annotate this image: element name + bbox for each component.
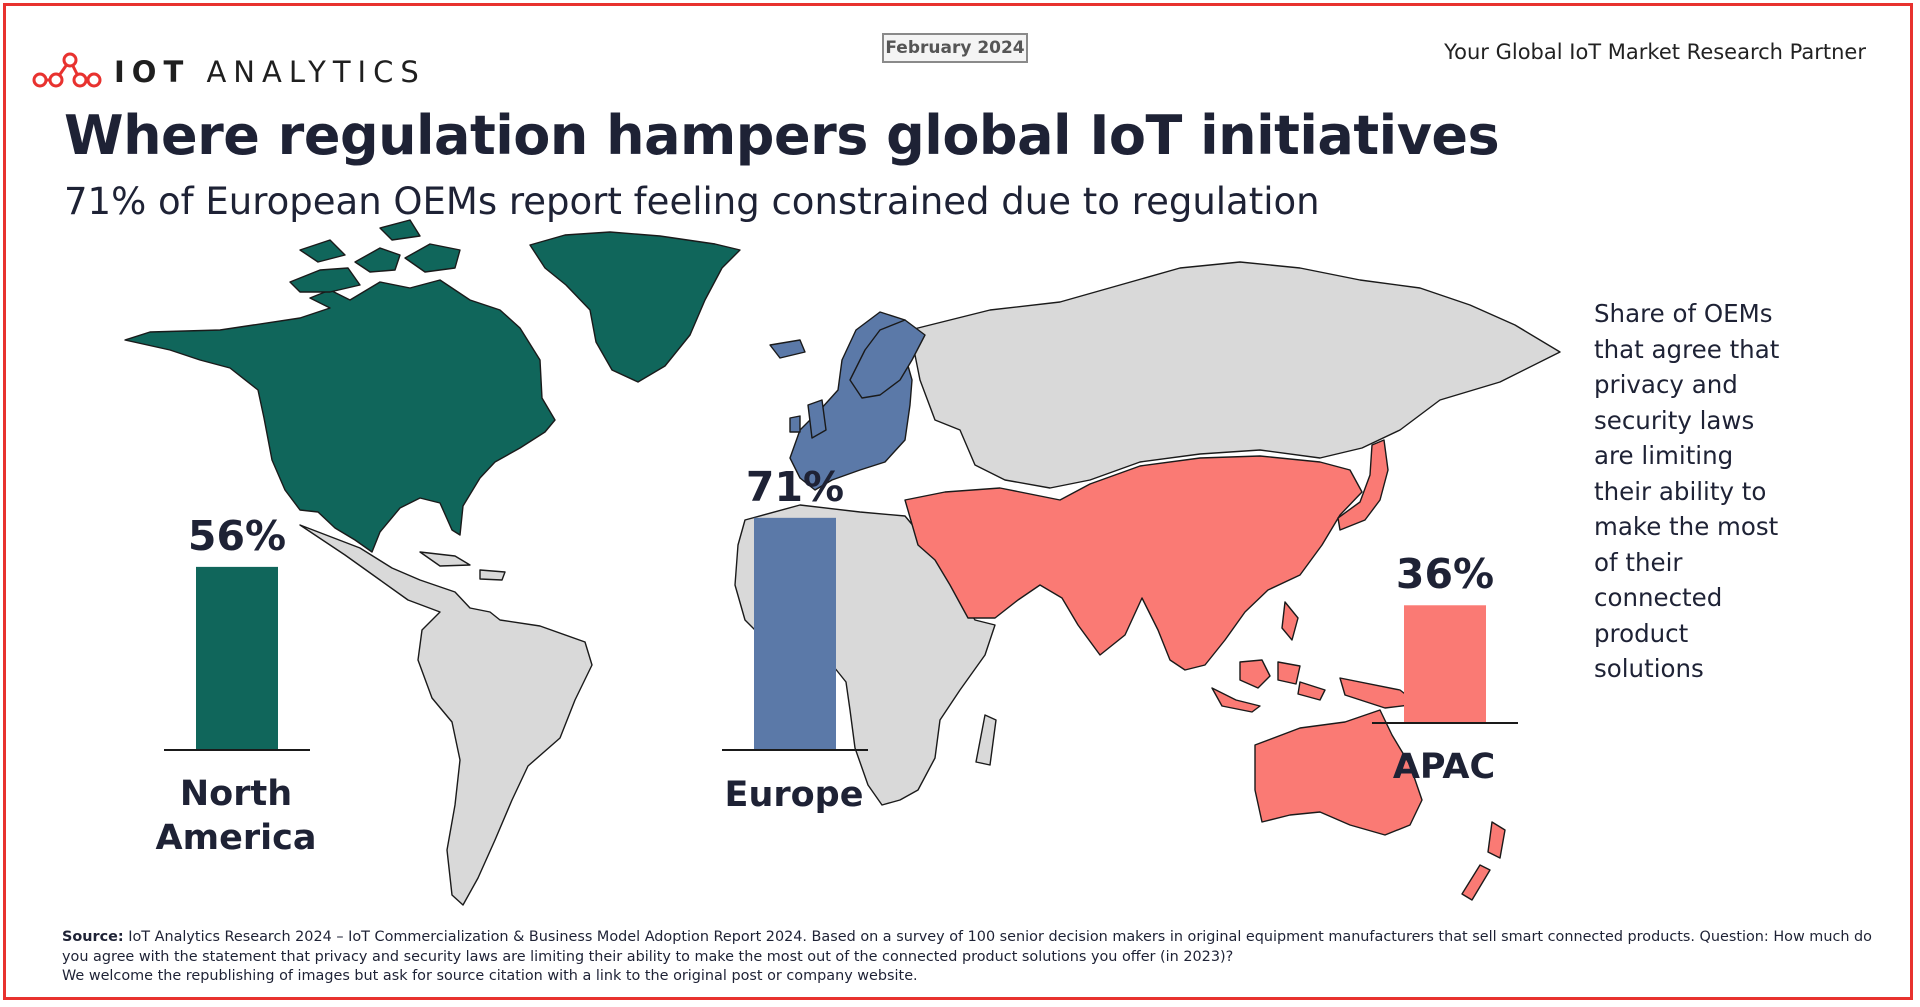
network-logo-icon bbox=[32, 52, 102, 88]
brand-name: IOT ANALYTICS bbox=[114, 55, 426, 89]
map-japan bbox=[1337, 439, 1389, 531]
region-label-europe: Europe bbox=[724, 775, 864, 815]
map-uk bbox=[789, 399, 827, 439]
source-text: IoT Analytics Research 2024 – IoT Commer… bbox=[62, 929, 1872, 965]
map-greenland bbox=[529, 231, 741, 383]
map-sea-islands bbox=[1211, 601, 1419, 713]
bar-europe bbox=[754, 517, 836, 750]
map-north-america bbox=[124, 279, 556, 553]
page-title: Where regulation hampers global IoT init… bbox=[64, 104, 1500, 167]
baselines bbox=[164, 722, 1518, 751]
map-arctic-islands bbox=[289, 219, 461, 293]
date-badge: February 2024 bbox=[882, 33, 1028, 63]
map-madagascar bbox=[975, 714, 997, 766]
map-asia bbox=[904, 455, 1363, 671]
map-latin-america bbox=[299, 524, 593, 906]
source-label: Source: bbox=[62, 929, 124, 945]
map-iceland bbox=[769, 339, 806, 359]
map-australia bbox=[1254, 709, 1423, 836]
logo: IOT ANALYTICS bbox=[32, 50, 426, 94]
region-label-north-america: North America bbox=[116, 772, 356, 860]
axis-description: Share of OEMs that agree that privacy an… bbox=[1594, 299, 1780, 683]
map-new-zealand bbox=[1461, 821, 1506, 901]
value-label-north-america: 56% bbox=[187, 511, 287, 560]
page-subtitle: 71% of European OEMs report feeling cons… bbox=[64, 180, 1320, 223]
source-note: Source: IoT Analytics Research 2024 – Io… bbox=[62, 928, 1872, 987]
map-russia bbox=[909, 261, 1561, 489]
region-label-north: North bbox=[179, 774, 293, 814]
region-label-apac: APAC bbox=[1392, 747, 1496, 787]
value-label-europe: 71% bbox=[745, 462, 845, 511]
republish-note: We welcome the republishing of images bu… bbox=[62, 968, 918, 984]
map-caribbean bbox=[419, 551, 506, 581]
tagline: Your Global IoT Market Research Partner bbox=[1444, 40, 1866, 64]
value-label-apac: 36% bbox=[1395, 550, 1495, 599]
bar-north-america bbox=[196, 566, 278, 750]
frame-border bbox=[3, 3, 1913, 1000]
map-scandinavia bbox=[849, 319, 926, 399]
region-label-america: America bbox=[155, 818, 317, 858]
bar-apac bbox=[1404, 605, 1486, 723]
